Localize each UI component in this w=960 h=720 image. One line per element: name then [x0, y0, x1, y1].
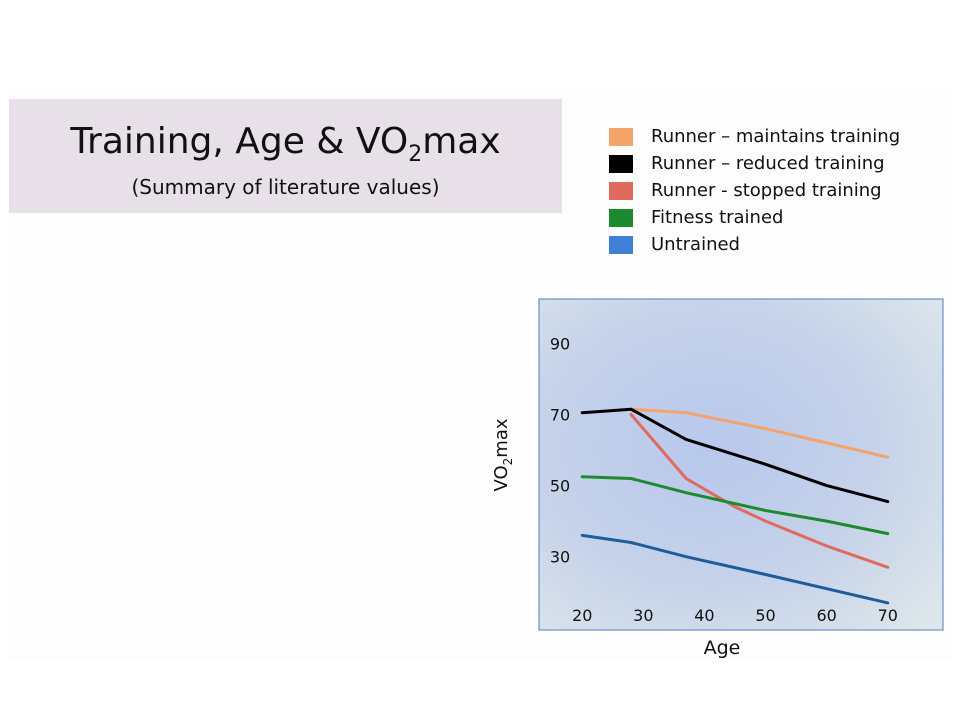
series-lines [580, 407, 890, 605]
legend-label: Runner - stopped training [651, 180, 882, 201]
line-untrained [580, 533, 890, 605]
y-tick-label: 70 [550, 406, 570, 425]
slide-title: Training, Age & VO2max [9, 121, 562, 167]
legend-label: Runner – reduced training [651, 153, 885, 174]
legend-swatch [609, 155, 633, 173]
y-tick-label: 50 [550, 477, 570, 496]
line-stopped-training [629, 413, 890, 569]
title-text-suffix: max [422, 121, 501, 162]
y-axis-label-prefix: VO [491, 465, 512, 491]
x-tick-label: 60 [816, 606, 836, 625]
y-tick-label: 90 [550, 334, 570, 353]
y-tick-labels: 30 50 70 90 [550, 334, 570, 566]
legend-label: Untrained [651, 234, 740, 255]
line-fitness-trained [580, 475, 890, 536]
title-text-prefix: Training, Age & VO [70, 121, 409, 162]
y-axis-label: VO2max [491, 418, 515, 491]
y-axis-label-subscript: 2 [501, 458, 515, 466]
legend-label: Fitness trained [651, 207, 784, 228]
legend-swatch [609, 128, 633, 146]
line-reduced-training [580, 407, 890, 504]
x-tick-label: 40 [694, 606, 714, 625]
legend-swatch [609, 182, 633, 200]
legend-label: Runner – maintains training [651, 126, 901, 147]
x-tick-labels: 20 30 40 50 60 70 [572, 606, 898, 625]
line-maintains-training [629, 407, 890, 459]
vo2max-line-chart: 30 50 70 90 20 30 40 50 60 70 Age VO2max [491, 298, 944, 659]
y-tick-label: 30 [550, 548, 570, 567]
x-axis-label: Age [704, 637, 741, 659]
legend-swatch [609, 236, 633, 254]
legend-swatch [609, 209, 633, 227]
slide-subtitle: (Summary of literature values) [131, 175, 440, 199]
plot-area [538, 298, 944, 631]
x-tick-label: 70 [878, 606, 898, 625]
x-tick-label: 50 [755, 606, 775, 625]
y-axis-label-suffix: max [491, 418, 512, 458]
title-subscript: 2 [408, 142, 423, 168]
title-box: Training, Age & VO2max (Summary of liter… [9, 99, 562, 213]
x-tick-label: 30 [633, 606, 653, 625]
x-tick-label: 20 [572, 606, 592, 625]
